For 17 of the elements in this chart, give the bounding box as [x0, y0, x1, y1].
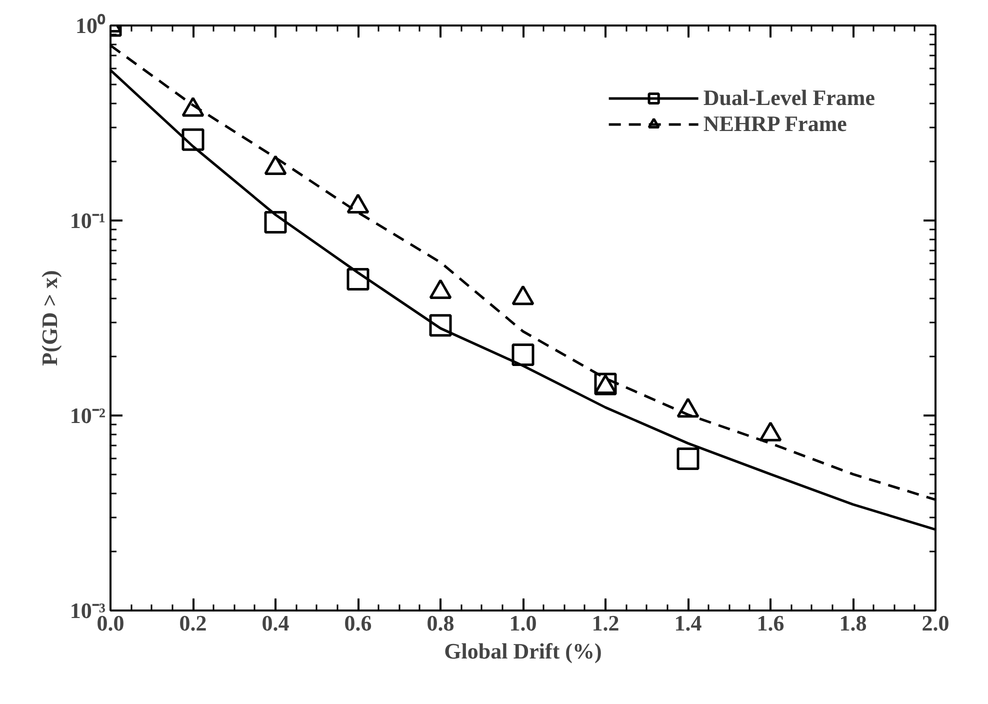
x-tick-label: 1.6 [756, 610, 784, 636]
legend-label: NEHRP Frame [703, 111, 847, 137]
y-axis-title: P(GD > x) [36, 270, 62, 366]
y-tick-label: 10⁻² [70, 403, 106, 428]
x-axis-title: Global Drift (%) [444, 638, 602, 664]
x-tick-label: 0.4 [262, 610, 290, 636]
x-tick-label: 1.8 [839, 610, 867, 636]
y-tick-label: 10⁰ [76, 13, 106, 38]
x-tick-label: 0.8 [426, 610, 454, 636]
x-tick-label: 1.0 [509, 610, 537, 636]
legend-label: Dual-Level Frame [703, 85, 875, 111]
x-tick-label: 2.0 [922, 610, 950, 636]
x-tick-label: 0.6 [344, 610, 372, 636]
x-tick-label: 0.2 [179, 610, 207, 636]
x-tick-label: 1.2 [592, 610, 620, 636]
y-tick-label: 10⁻¹ [70, 208, 106, 233]
x-tick-label: 1.4 [674, 610, 702, 636]
